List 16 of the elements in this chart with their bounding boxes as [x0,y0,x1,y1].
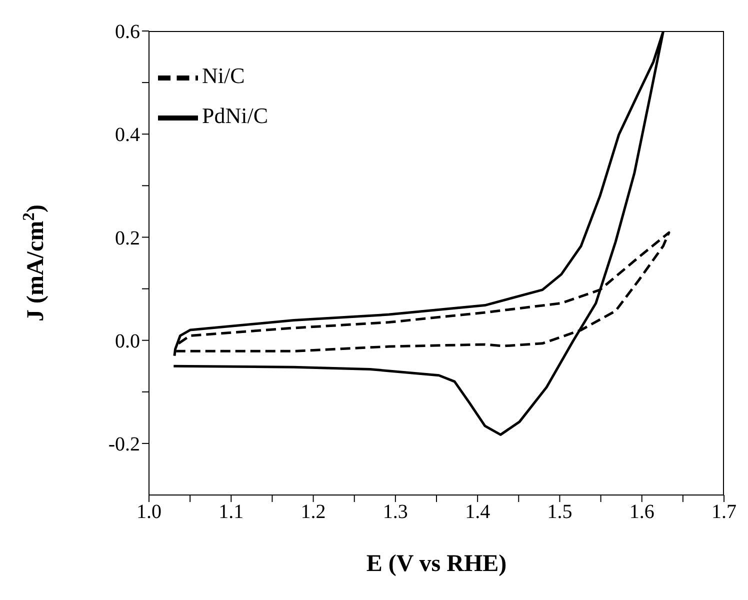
x-tick-label: 1.7 [712,501,736,524]
x-axis-title: E (V vs RHE) [366,551,507,577]
y-tick-label: 0.2 [115,227,140,250]
x-tick-label: 1.6 [629,501,654,524]
y-tick-label: 0.6 [115,21,140,44]
x-tick-label: 1.5 [547,501,572,524]
y-tick-label: 0.0 [115,330,140,352]
legend-label: Ni/C [202,63,245,88]
x-tick-label: 1.2 [300,501,326,524]
x-tick-label: 1.0 [136,501,162,524]
x-tick-label: 1.4 [465,501,490,524]
x-tick-label: 1.1 [218,501,244,524]
x-tick-label: 1.3 [382,501,408,524]
y-tick-label: -0.2 [108,434,140,456]
y-tick-label: 0.4 [115,124,140,146]
legend-label: PdNi/C [202,103,268,128]
